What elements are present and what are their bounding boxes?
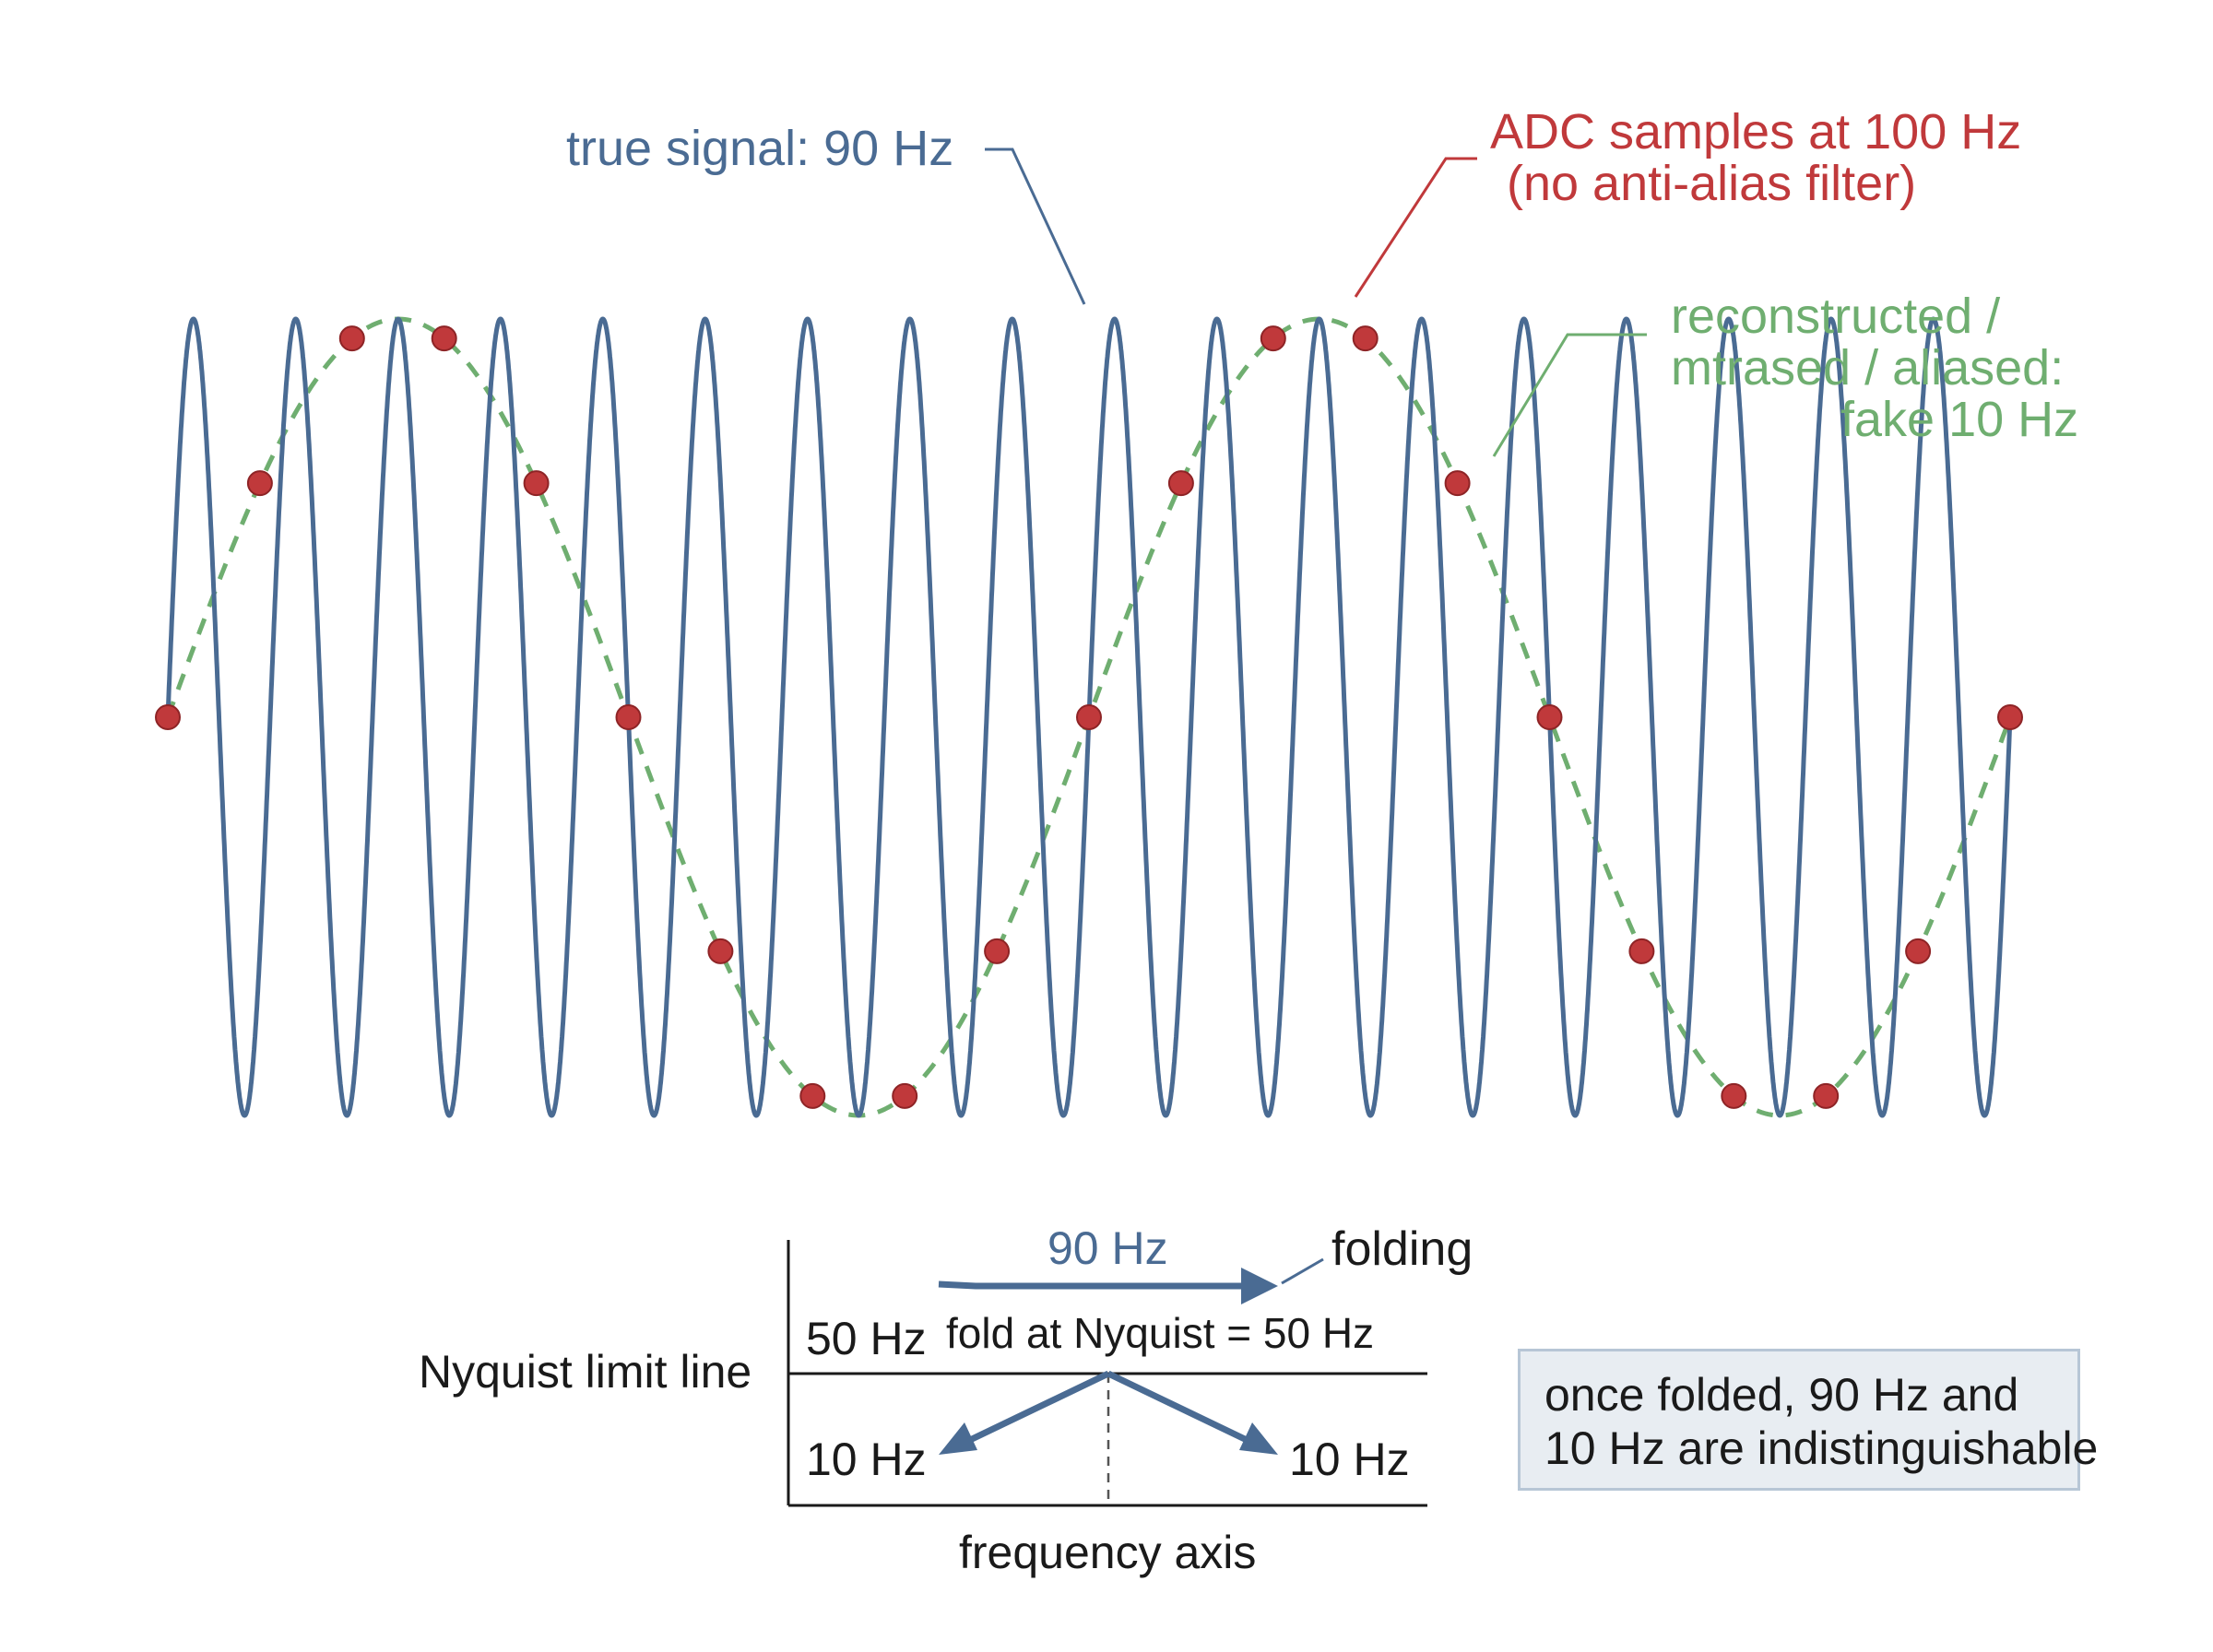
- sample-point: [1444, 470, 1471, 497]
- sample-point: [431, 325, 457, 352]
- sample-point: [1628, 938, 1655, 964]
- sample-point: [799, 1082, 826, 1109]
- adc-leader: [1354, 157, 1477, 298]
- adc-label-line1: ADC samples at 100 Hz: [1490, 104, 2022, 159]
- fold-arrow-right-head: [1239, 1422, 1278, 1455]
- note-box: once folded, 90 Hz and 10 Hz are indisti…: [1518, 1349, 2099, 1491]
- sample-point: [246, 470, 273, 497]
- sample-point: [984, 938, 1011, 964]
- sample-point: [615, 704, 642, 730]
- folding-label: folding: [1331, 1222, 1473, 1276]
- sample-point: [155, 704, 181, 730]
- folding-arrow-top: [938, 1280, 1249, 1290]
- note-line1: once folded, 90 Hz and: [1544, 1369, 2019, 1421]
- true-signal-label: true signal: 90 Hz: [566, 121, 954, 176]
- recon-label-line1: reconstructed /: [1671, 289, 2001, 344]
- sample-point: [523, 470, 550, 497]
- note-line2: 10 Hz are indistinguishable: [1544, 1422, 2099, 1474]
- fold-top-frequency: 90 Hz: [1047, 1222, 1168, 1274]
- adc-label-line2: (no anti-alias filter): [1507, 156, 1917, 211]
- sample-point: [338, 325, 365, 352]
- fold-diagram: [787, 1240, 1427, 1507]
- sample-point: [1352, 325, 1379, 352]
- nyquist-limit-label: Nyquist limit line: [419, 1346, 752, 1398]
- sample-point: [707, 938, 734, 964]
- sample-point: [1997, 704, 2023, 730]
- fold-arrow-right: [1106, 1370, 1249, 1444]
- sample-point: [1721, 1082, 1747, 1109]
- sample-point: [1813, 1082, 1840, 1109]
- right-result-label: 10 Hz: [1289, 1434, 1410, 1485]
- fold-arrow-left: [968, 1370, 1110, 1444]
- folding-leader: [1281, 1257, 1324, 1285]
- recon-label-line3: fake 10 Hz: [1840, 392, 2079, 447]
- frequency-axis-label: frequency axis: [959, 1527, 1257, 1578]
- sample-point: [1076, 704, 1102, 730]
- sample-point: [892, 1082, 918, 1109]
- fold-arrow-left-head: [939, 1422, 977, 1455]
- sample-points: [155, 325, 2023, 1109]
- true-signal-leader: [985, 148, 1086, 305]
- nyquist-frequency-label: 50 Hz: [806, 1313, 927, 1364]
- folding-arrow-head: [1241, 1268, 1278, 1304]
- sample-point: [1260, 325, 1286, 352]
- fold-caption: fold at Nyquist = 50 Hz: [946, 1309, 1375, 1357]
- recon-label-line2: mtrased / aliased:: [1671, 340, 2065, 395]
- sample-point: [1167, 470, 1194, 497]
- sample-point: [1536, 704, 1563, 730]
- recon-leader: [1492, 333, 1647, 457]
- left-result-label: 10 Hz: [806, 1434, 927, 1485]
- sample-point: [1905, 938, 1932, 964]
